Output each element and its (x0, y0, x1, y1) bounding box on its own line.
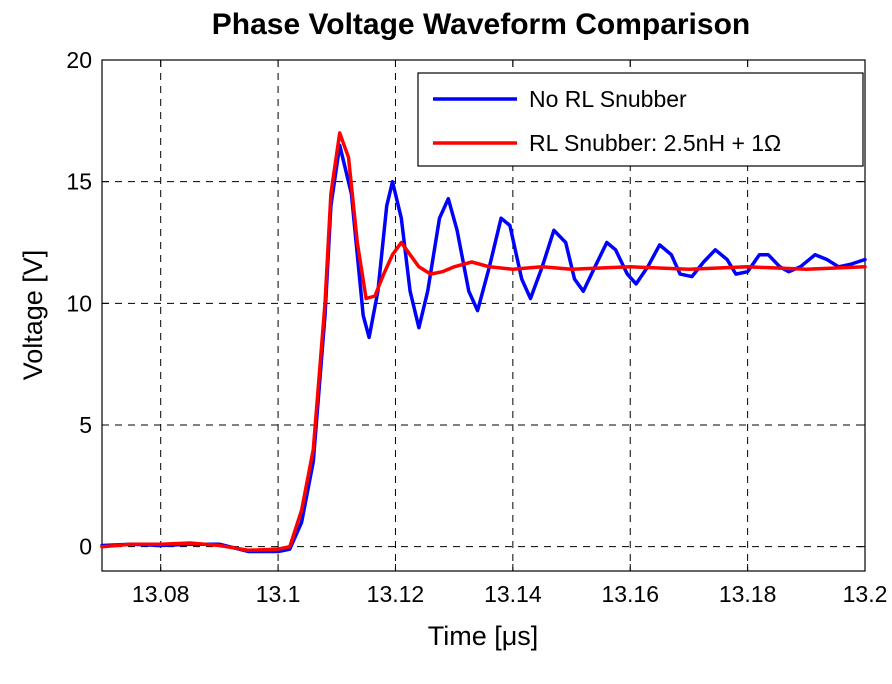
legend: No RL Snubber RL Snubber: 2.5nH + 1Ω (417, 72, 864, 167)
y-tick-label: 10 (66, 290, 92, 316)
x-tick-label: 13.1 (256, 581, 301, 607)
series-lines (100, 131, 867, 554)
y-tick-label: 20 (66, 47, 92, 73)
y-tick-label: 5 (79, 412, 92, 438)
legend-box (417, 72, 864, 167)
y-axis-label: Voltage [V] (18, 250, 48, 381)
x-tick-label: 13.16 (601, 581, 659, 607)
plot-frame (101, 59, 866, 572)
series-line-rl-snubber (100, 131, 867, 553)
y-tick-label: 0 (79, 534, 92, 560)
x-axis-label: Time [μs] (428, 621, 539, 651)
x-tick-label: 13.14 (484, 581, 542, 607)
legend-label-rl-snubber: RL Snubber: 2.5nH + 1Ω (529, 130, 781, 156)
series-line-no-rl-snubber (100, 143, 867, 554)
x-tick-label: 13.18 (719, 581, 777, 607)
x-tick-label: 13.08 (132, 581, 190, 607)
chart-title: Phase Voltage Waveform Comparison (212, 8, 750, 41)
y-tick-label: 15 (66, 169, 92, 195)
grid-lines (102, 60, 865, 571)
axis-ticks: 13.08 13.1 13.12 13.14 13.16 13.18 13.2 0 5 10 15 2… (66, 47, 887, 607)
x-tick-label: 13.12 (367, 581, 425, 607)
x-tick-label: 13.2 (843, 581, 888, 607)
legend-label-no-snubber: No RL Snubber (529, 86, 687, 112)
